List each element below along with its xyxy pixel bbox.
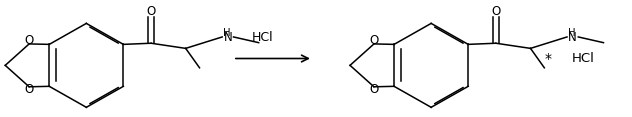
Text: O: O	[491, 5, 501, 18]
Text: H: H	[224, 28, 231, 38]
Text: O: O	[25, 83, 33, 96]
Text: N: N	[224, 31, 232, 44]
Text: O: O	[147, 5, 155, 18]
Text: O: O	[369, 34, 379, 48]
Text: HCl: HCl	[572, 52, 595, 65]
Text: *: *	[544, 51, 551, 66]
Text: H: H	[568, 28, 576, 38]
Text: N: N	[568, 31, 577, 44]
Text: O: O	[369, 83, 379, 96]
Text: O: O	[25, 34, 33, 48]
Text: HCl: HCl	[252, 31, 273, 44]
